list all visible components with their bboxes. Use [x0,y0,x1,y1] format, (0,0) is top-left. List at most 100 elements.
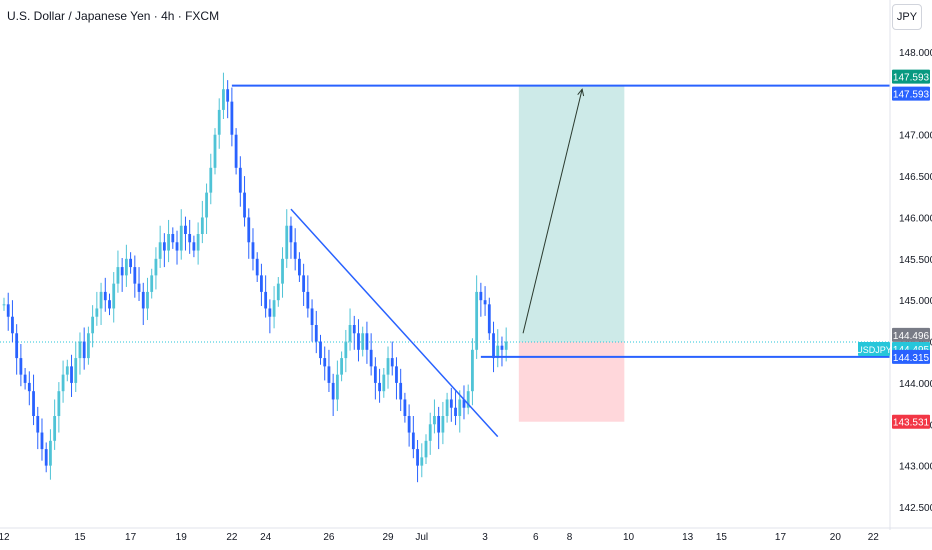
candle-body [361,333,365,350]
drawings-layer [231,84,890,438]
candle-body [70,366,73,383]
y-tick-label: 145.500 [899,255,932,266]
candle-body [471,349,474,392]
candle-body [462,399,466,408]
candle-body [335,374,339,400]
candle-body [87,333,90,359]
x-tick-label: 6 [533,532,539,543]
symbol-label-text: USDJPY [856,345,892,355]
candle-body [306,291,310,309]
candle-body [373,366,377,383]
price-label-line [892,349,930,364]
candle-body [230,101,234,135]
candle-body [344,341,348,359]
candle-body [15,333,19,359]
candle-body [395,366,398,383]
candle-body [243,192,246,218]
x-tick-label: 29 [382,532,394,543]
price-labels: 147.593147.593144.496144.495144.315143.5… [856,69,930,429]
candle-body [289,225,293,243]
symbol-label [858,341,890,356]
x-tick-label: 3 [482,532,488,543]
candle-body [314,325,318,342]
candle-body [116,267,120,284]
candle-body [40,432,44,450]
candle-body [150,275,154,292]
candle-body [390,358,394,367]
time-axis[interactable]: 12 15 17 19 22 24 26 29 Jul 3 6 8 10 13 15 17 20 22 [0,527,932,543]
candle-body [285,225,289,259]
candle-body [479,291,483,301]
candle-body [112,283,116,309]
candle-body [217,109,221,135]
candle-body [483,300,487,305]
candle-body [49,440,52,466]
candle-body [120,267,124,276]
candle-body [222,89,225,110]
candle-body [298,258,301,276]
candle-body [154,258,158,276]
candle-body [108,300,111,309]
candle-body [74,358,78,383]
candle-body [466,391,470,408]
price-label-text: 147.593 [893,90,930,101]
y-tick-label: 146.500 [899,172,932,183]
candle-body [302,275,306,292]
candle-body [226,89,230,102]
candle-body [281,258,284,284]
candle-body [247,217,251,243]
candle-body [500,345,504,350]
candle-body [179,225,183,251]
currency-button[interactable]: JPY [892,4,922,30]
candle-body [323,358,327,367]
x-tick-label: 17 [775,532,787,543]
candle-body [171,234,175,243]
candle-body [65,366,69,375]
candle-body [11,316,14,334]
candle-body [504,341,508,350]
price-label-text: 143.531 [893,418,930,429]
price-label-stop [892,414,930,429]
y-tick-label: 143.000 [899,462,932,473]
candle-body [441,416,445,433]
candle-body [454,407,457,416]
candle-body [310,308,314,325]
y-tick-label: 145.000 [899,296,932,307]
y-tick-label: 146.000 [899,213,932,224]
candle-body [99,291,103,309]
x-tick-label: 10 [623,532,635,543]
x-tick-label: 26 [323,532,335,543]
candle-body [449,399,453,408]
candle-body [188,234,192,243]
x-tick-label: 17 [125,532,137,543]
x-tick-label: 22 [868,532,880,543]
candle-body [492,333,495,359]
candle-body [327,366,331,383]
candle-body [378,382,381,392]
candle-body [272,300,276,317]
target-arrow-head [577,88,585,97]
candle-body [146,291,149,309]
candle-body [293,242,297,259]
candle-body [19,358,23,375]
x-tick-label: 19 [176,532,188,543]
x-tick-label: 12 [0,532,10,543]
candle-body [141,291,145,309]
candle-body [205,192,208,218]
candlestick-series [2,72,508,483]
candle-body [200,217,204,234]
candle-body [162,242,166,251]
chart-title: U.S. Dollar / Japanese Yen · 4h · FXCM [7,9,220,23]
candle-body [331,382,335,400]
candle-body [124,258,128,276]
candle-body [82,341,86,359]
y-tick-label: 142.500 [899,503,932,514]
candle-body [184,225,187,234]
candle-body [255,258,259,276]
candle-body [175,242,179,251]
candle-body [6,304,10,317]
price-label-target [892,69,930,84]
candle-body [234,134,238,168]
candle-body [61,374,65,392]
